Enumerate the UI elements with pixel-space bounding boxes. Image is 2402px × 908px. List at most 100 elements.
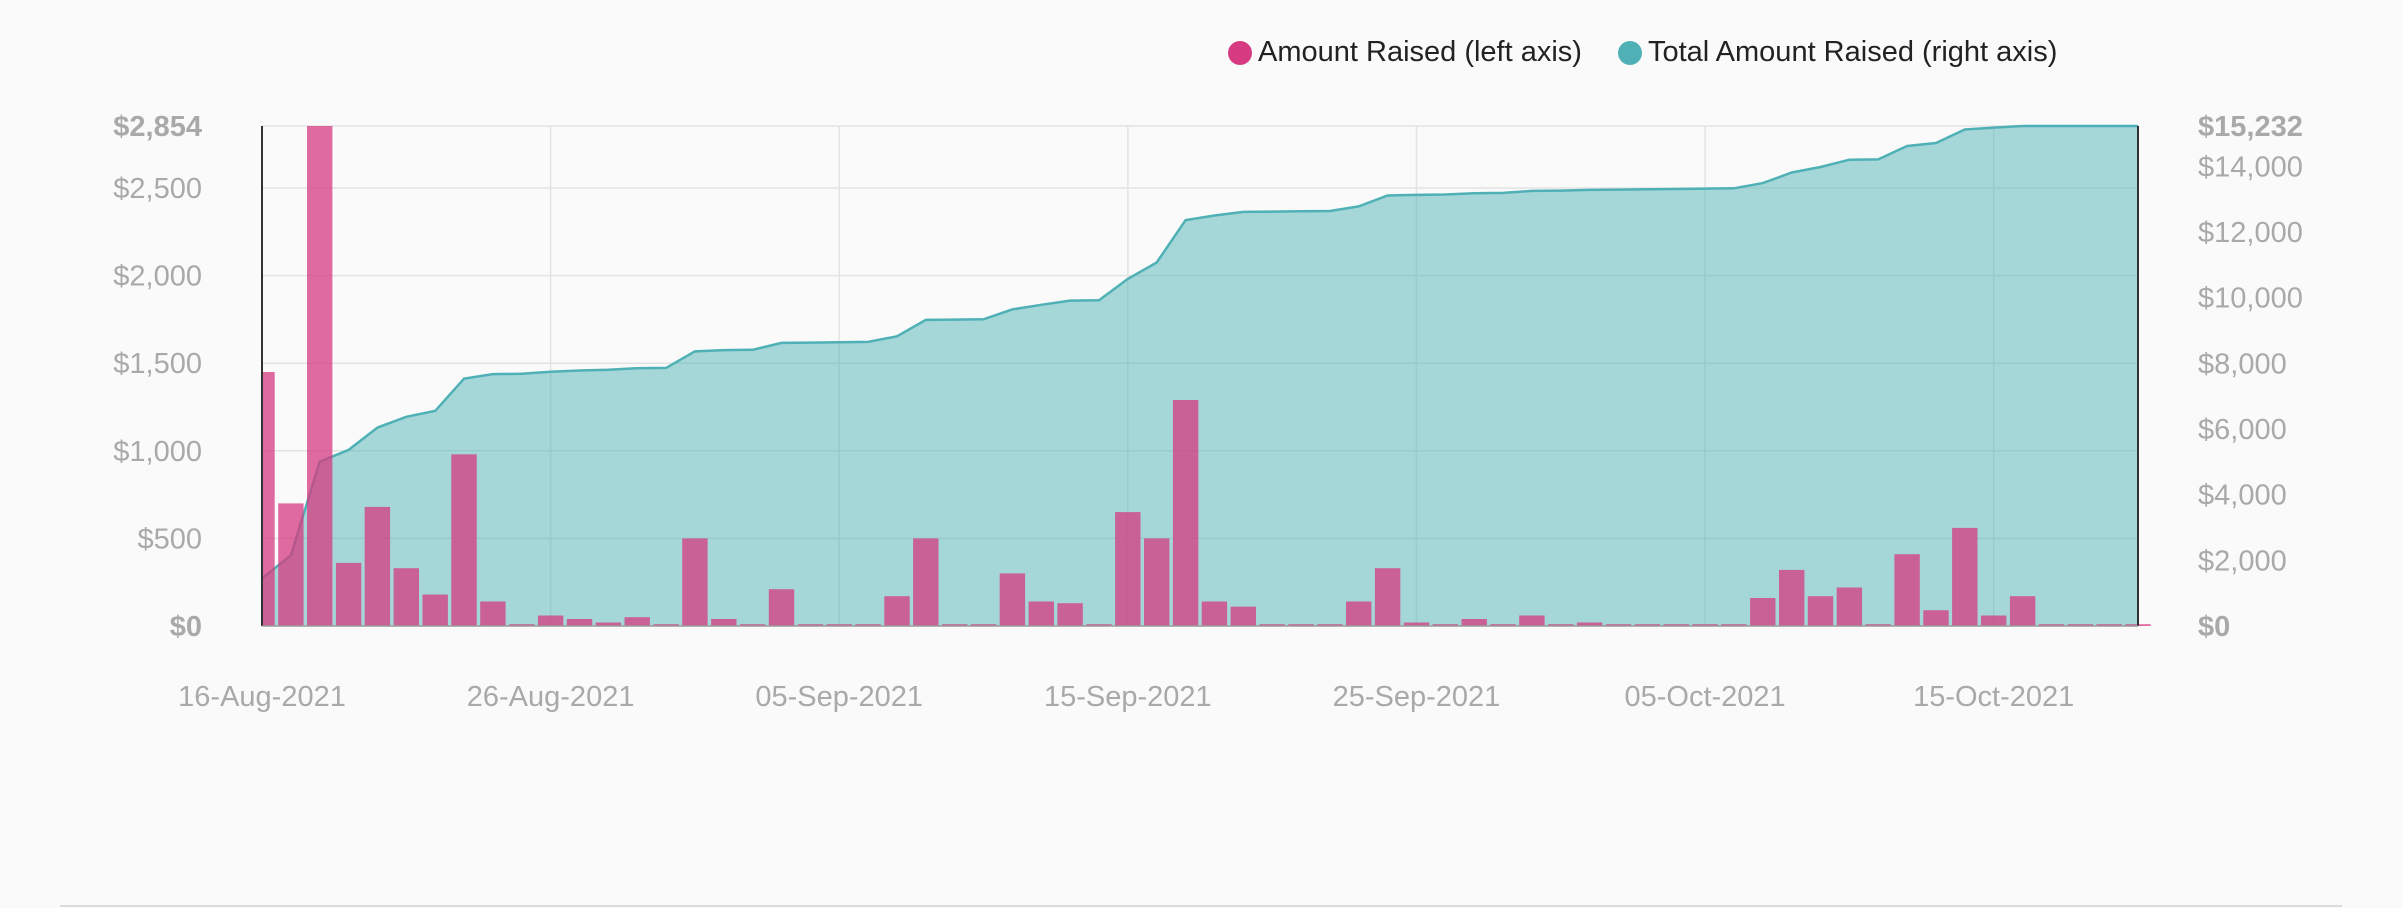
bar xyxy=(595,622,621,626)
bar xyxy=(1403,622,1430,626)
bar xyxy=(1779,569,1805,626)
bar xyxy=(278,503,304,626)
bar xyxy=(2038,624,2065,626)
bar xyxy=(624,617,650,626)
bar xyxy=(1346,601,1372,626)
x-tick-label: 15-Sep-2021 xyxy=(1044,681,1212,713)
bar xyxy=(1750,598,1776,626)
bar xyxy=(884,596,910,626)
legend-label: Total Amount Raised (right axis) xyxy=(1647,36,2058,68)
bar xyxy=(1605,624,1632,626)
right-tick-label: $6,000 xyxy=(2198,414,2287,446)
bar xyxy=(1663,624,1689,626)
bar xyxy=(1461,619,1487,626)
total-area-series xyxy=(261,124,2138,626)
bar xyxy=(1490,624,1516,626)
right-tick-label: $4,000 xyxy=(2198,480,2287,512)
bar xyxy=(1721,624,1747,626)
bar xyxy=(1952,527,1978,626)
right-tick-label: $15,232 xyxy=(2198,111,2303,143)
legend-dot-pink xyxy=(1228,40,1252,65)
legend: Amount Raised (left axis) Total Amount R… xyxy=(1228,36,2093,69)
bar xyxy=(682,538,708,626)
bar xyxy=(711,619,737,626)
bar xyxy=(537,615,564,626)
right-tick-label: $10,000 xyxy=(2198,283,2303,315)
bar xyxy=(653,624,679,626)
left-tick-label: $2,500 xyxy=(113,173,202,205)
bar xyxy=(1115,512,1141,626)
left-axis-ticks: $0 $500 $1,000 $1,500 $2,000 $2,500 $2,854 xyxy=(113,111,202,643)
bar xyxy=(1317,624,1343,626)
x-tick-label: 15-Oct-2021 xyxy=(1913,681,2074,713)
bar xyxy=(1865,624,1891,626)
bar xyxy=(1201,601,1228,626)
bar xyxy=(1692,624,1718,626)
bar xyxy=(999,573,1026,626)
bar xyxy=(1576,622,1603,626)
x-tick-label: 26-Aug-2021 xyxy=(467,681,635,713)
bar xyxy=(1230,606,1256,626)
bar xyxy=(739,624,766,626)
left-tick-label: $2,854 xyxy=(113,111,202,143)
right-axis-ticks: $0 $2,000 $4,000 $6,000 $8,000 $10,000 $12,000… xyxy=(2198,111,2303,643)
left-tick-label: $0 xyxy=(170,611,202,643)
bar xyxy=(307,126,333,626)
x-tick-label: 05-Oct-2021 xyxy=(1624,681,1785,713)
bar xyxy=(393,568,419,626)
bar xyxy=(1086,624,1112,626)
total-area-fill xyxy=(262,126,2138,626)
bar xyxy=(1288,624,1314,626)
bar xyxy=(566,619,593,626)
bar xyxy=(1894,554,1920,626)
right-tick-label: $0 xyxy=(2198,611,2230,643)
bar xyxy=(1432,624,1458,626)
bar xyxy=(1923,610,1949,626)
bar xyxy=(826,624,852,626)
amount-bar-series xyxy=(262,126,2151,626)
bar xyxy=(1634,624,1661,626)
bar xyxy=(942,624,968,626)
bar xyxy=(970,624,997,626)
total-line xyxy=(261,124,2138,580)
left-tick-label: $1,000 xyxy=(113,436,202,468)
left-tick-label: $500 xyxy=(137,523,202,555)
bottom-divider xyxy=(60,905,2342,907)
bar xyxy=(797,624,824,626)
left-tick-label: $1,500 xyxy=(113,348,202,380)
right-tick-label: $14,000 xyxy=(2198,151,2303,183)
right-tick-label: $8,000 xyxy=(2198,348,2287,380)
legend-item-total-amount-raised[interactable]: Total Amount Raised (right axis) xyxy=(1617,36,2058,69)
x-tick-label: 05-Sep-2021 xyxy=(755,681,923,713)
bar xyxy=(335,562,362,626)
bar xyxy=(1981,615,2007,626)
legend-item-amount-raised[interactable]: Amount Raised (left axis) xyxy=(1228,36,1582,69)
bar xyxy=(1259,624,1285,626)
bar xyxy=(2009,596,2036,626)
legend-label: Amount Raised (left axis) xyxy=(1258,36,1582,68)
right-tick-label: $12,000 xyxy=(2198,217,2303,249)
bar xyxy=(1548,624,1574,626)
bar xyxy=(422,594,448,626)
bar xyxy=(2067,624,2093,626)
x-axis-ticks: 16-Aug-2021 26-Aug-2021 05-Sep-2021 15-Sep-… xyxy=(178,681,2074,713)
bar xyxy=(509,624,535,626)
bar xyxy=(1519,615,1545,626)
legend-dot-teal xyxy=(1617,40,1642,65)
axes xyxy=(261,126,2139,627)
bar xyxy=(1172,400,1199,626)
bar xyxy=(262,372,275,626)
bar xyxy=(1807,596,1834,626)
bar xyxy=(480,601,506,626)
bar xyxy=(2096,624,2122,626)
bar xyxy=(855,624,881,626)
x-tick-label: 16-Aug-2021 xyxy=(178,681,346,713)
x-tick-label: 25-Sep-2021 xyxy=(1333,681,1501,713)
bar xyxy=(1836,587,1863,626)
bar xyxy=(364,506,391,626)
right-tick-label: $2,000 xyxy=(2198,545,2287,577)
left-tick-label: $2,000 xyxy=(113,261,202,293)
bar xyxy=(1028,601,1054,626)
bar xyxy=(768,589,795,626)
